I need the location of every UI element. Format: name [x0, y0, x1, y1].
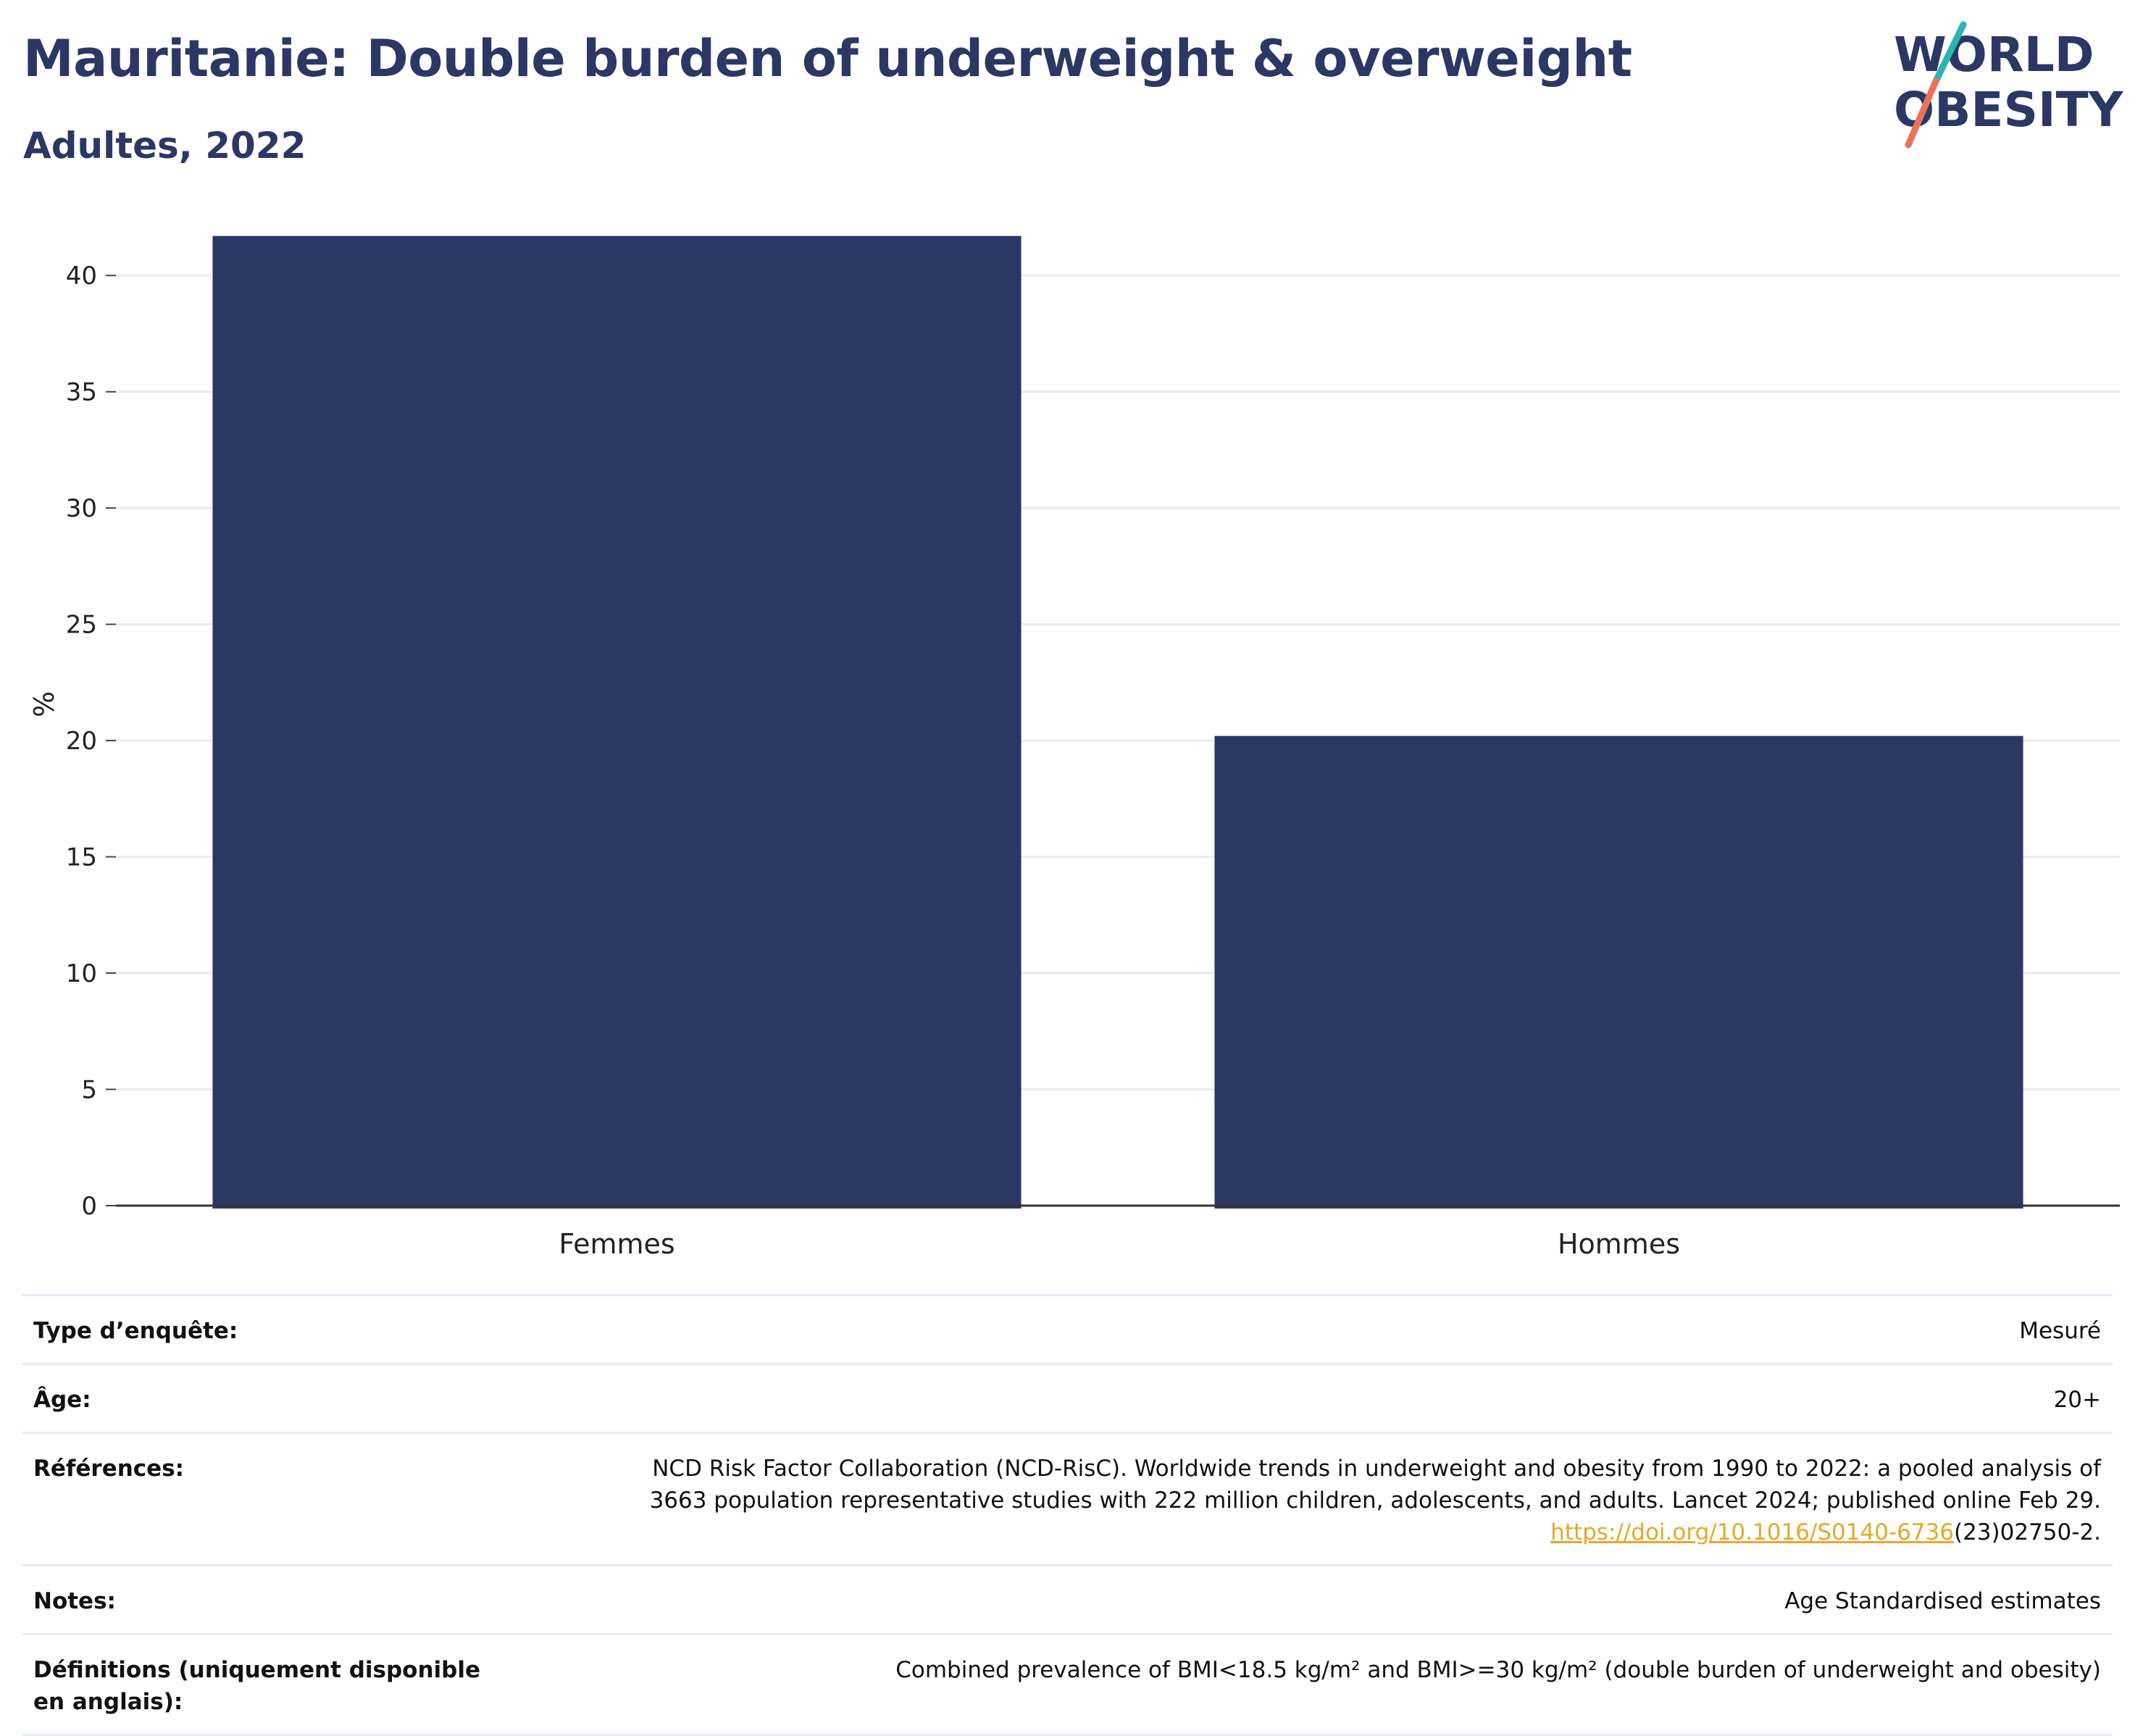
- y-tick-label: 25: [66, 611, 97, 640]
- doi-suffix: (23)02750-2.: [1953, 1519, 2101, 1545]
- meta-row-definitions: Définitions (uniquement disponible en an…: [22, 1634, 2113, 1735]
- meta-label: Type d’enquête:: [33, 1318, 238, 1344]
- y-tick-label: 5: [81, 1076, 97, 1105]
- x-category-label: Femmes: [559, 1228, 674, 1260]
- meta-row-notes: Notes: Age Standardised estimates: [22, 1565, 2113, 1635]
- reference-line2: 3663 population representative studies w…: [649, 1487, 2101, 1514]
- reference-line1: NCD Risk Factor Collaboration (NCD-RisC)…: [652, 1456, 2101, 1482]
- chart-subtitle: Adultes, 2022: [23, 125, 306, 167]
- meta-label: Références:: [33, 1456, 185, 1482]
- x-category-label: Hommes: [1558, 1228, 1680, 1260]
- y-tick-label: 15: [66, 843, 97, 872]
- meta-row-survey-type: Type d’enquête: Mesuré: [22, 1295, 2113, 1364]
- x-category-labels: Femmes Hommes: [559, 1228, 1680, 1260]
- logo-slash-top: [1932, 21, 1967, 85]
- y-tick-label: 30: [66, 494, 97, 523]
- meta-label: Définitions (uniquement disponible en an…: [33, 1657, 481, 1715]
- logo-line1: WORLD: [1894, 27, 2094, 83]
- bars: [212, 235, 2023, 1209]
- y-tick-label: 10: [66, 959, 97, 988]
- meta-value: NCD Risk Factor Collaboration (NCD-RisC)…: [523, 1433, 2113, 1566]
- meta-value: Combined prevalence of BMI<18.5 kg/m² an…: [895, 1657, 2101, 1683]
- meta-value: Mesuré: [2019, 1318, 2101, 1344]
- doi-link[interactable]: https://doi.org/10.1016/S0140-6736: [1550, 1519, 1954, 1545]
- meta-row-references: Références: NCD Risk Factor Collaboratio…: [22, 1432, 2113, 1566]
- y-tick-label: 20: [66, 727, 97, 756]
- meta-label: Âge:: [33, 1387, 91, 1413]
- y-tick-label: 40: [66, 262, 97, 291]
- logo-slash-bottom: [1905, 78, 1939, 149]
- y-tick-labels: 0 5 10 15 20 25 30 35 40: [66, 262, 116, 1221]
- bar-chart: 0 5 10 15 20 25 30 35 40 Femmes Hommes %: [28, 235, 2120, 1260]
- y-tick-label: 0: [81, 1192, 97, 1221]
- chart-title: Mauritanie: Double burden of underweight…: [23, 29, 1632, 88]
- meta-value: 20+: [2053, 1387, 2101, 1413]
- bar-femmes: [212, 235, 1022, 1209]
- meta-row-age: Âge: 20+: [22, 1364, 2113, 1433]
- meta-value: Age Standardised estimates: [1784, 1588, 2101, 1614]
- world-obesity-logo: WORLD OBESITY: [1894, 21, 2124, 149]
- y-axis-label: %: [28, 691, 60, 717]
- metadata-table: Type d’enquête: Mesuré Âge: 20+ Référenc…: [22, 1294, 2113, 1736]
- y-tick-label: 35: [66, 378, 97, 407]
- meta-label: Notes:: [33, 1588, 116, 1614]
- bar-hommes: [1214, 735, 2023, 1209]
